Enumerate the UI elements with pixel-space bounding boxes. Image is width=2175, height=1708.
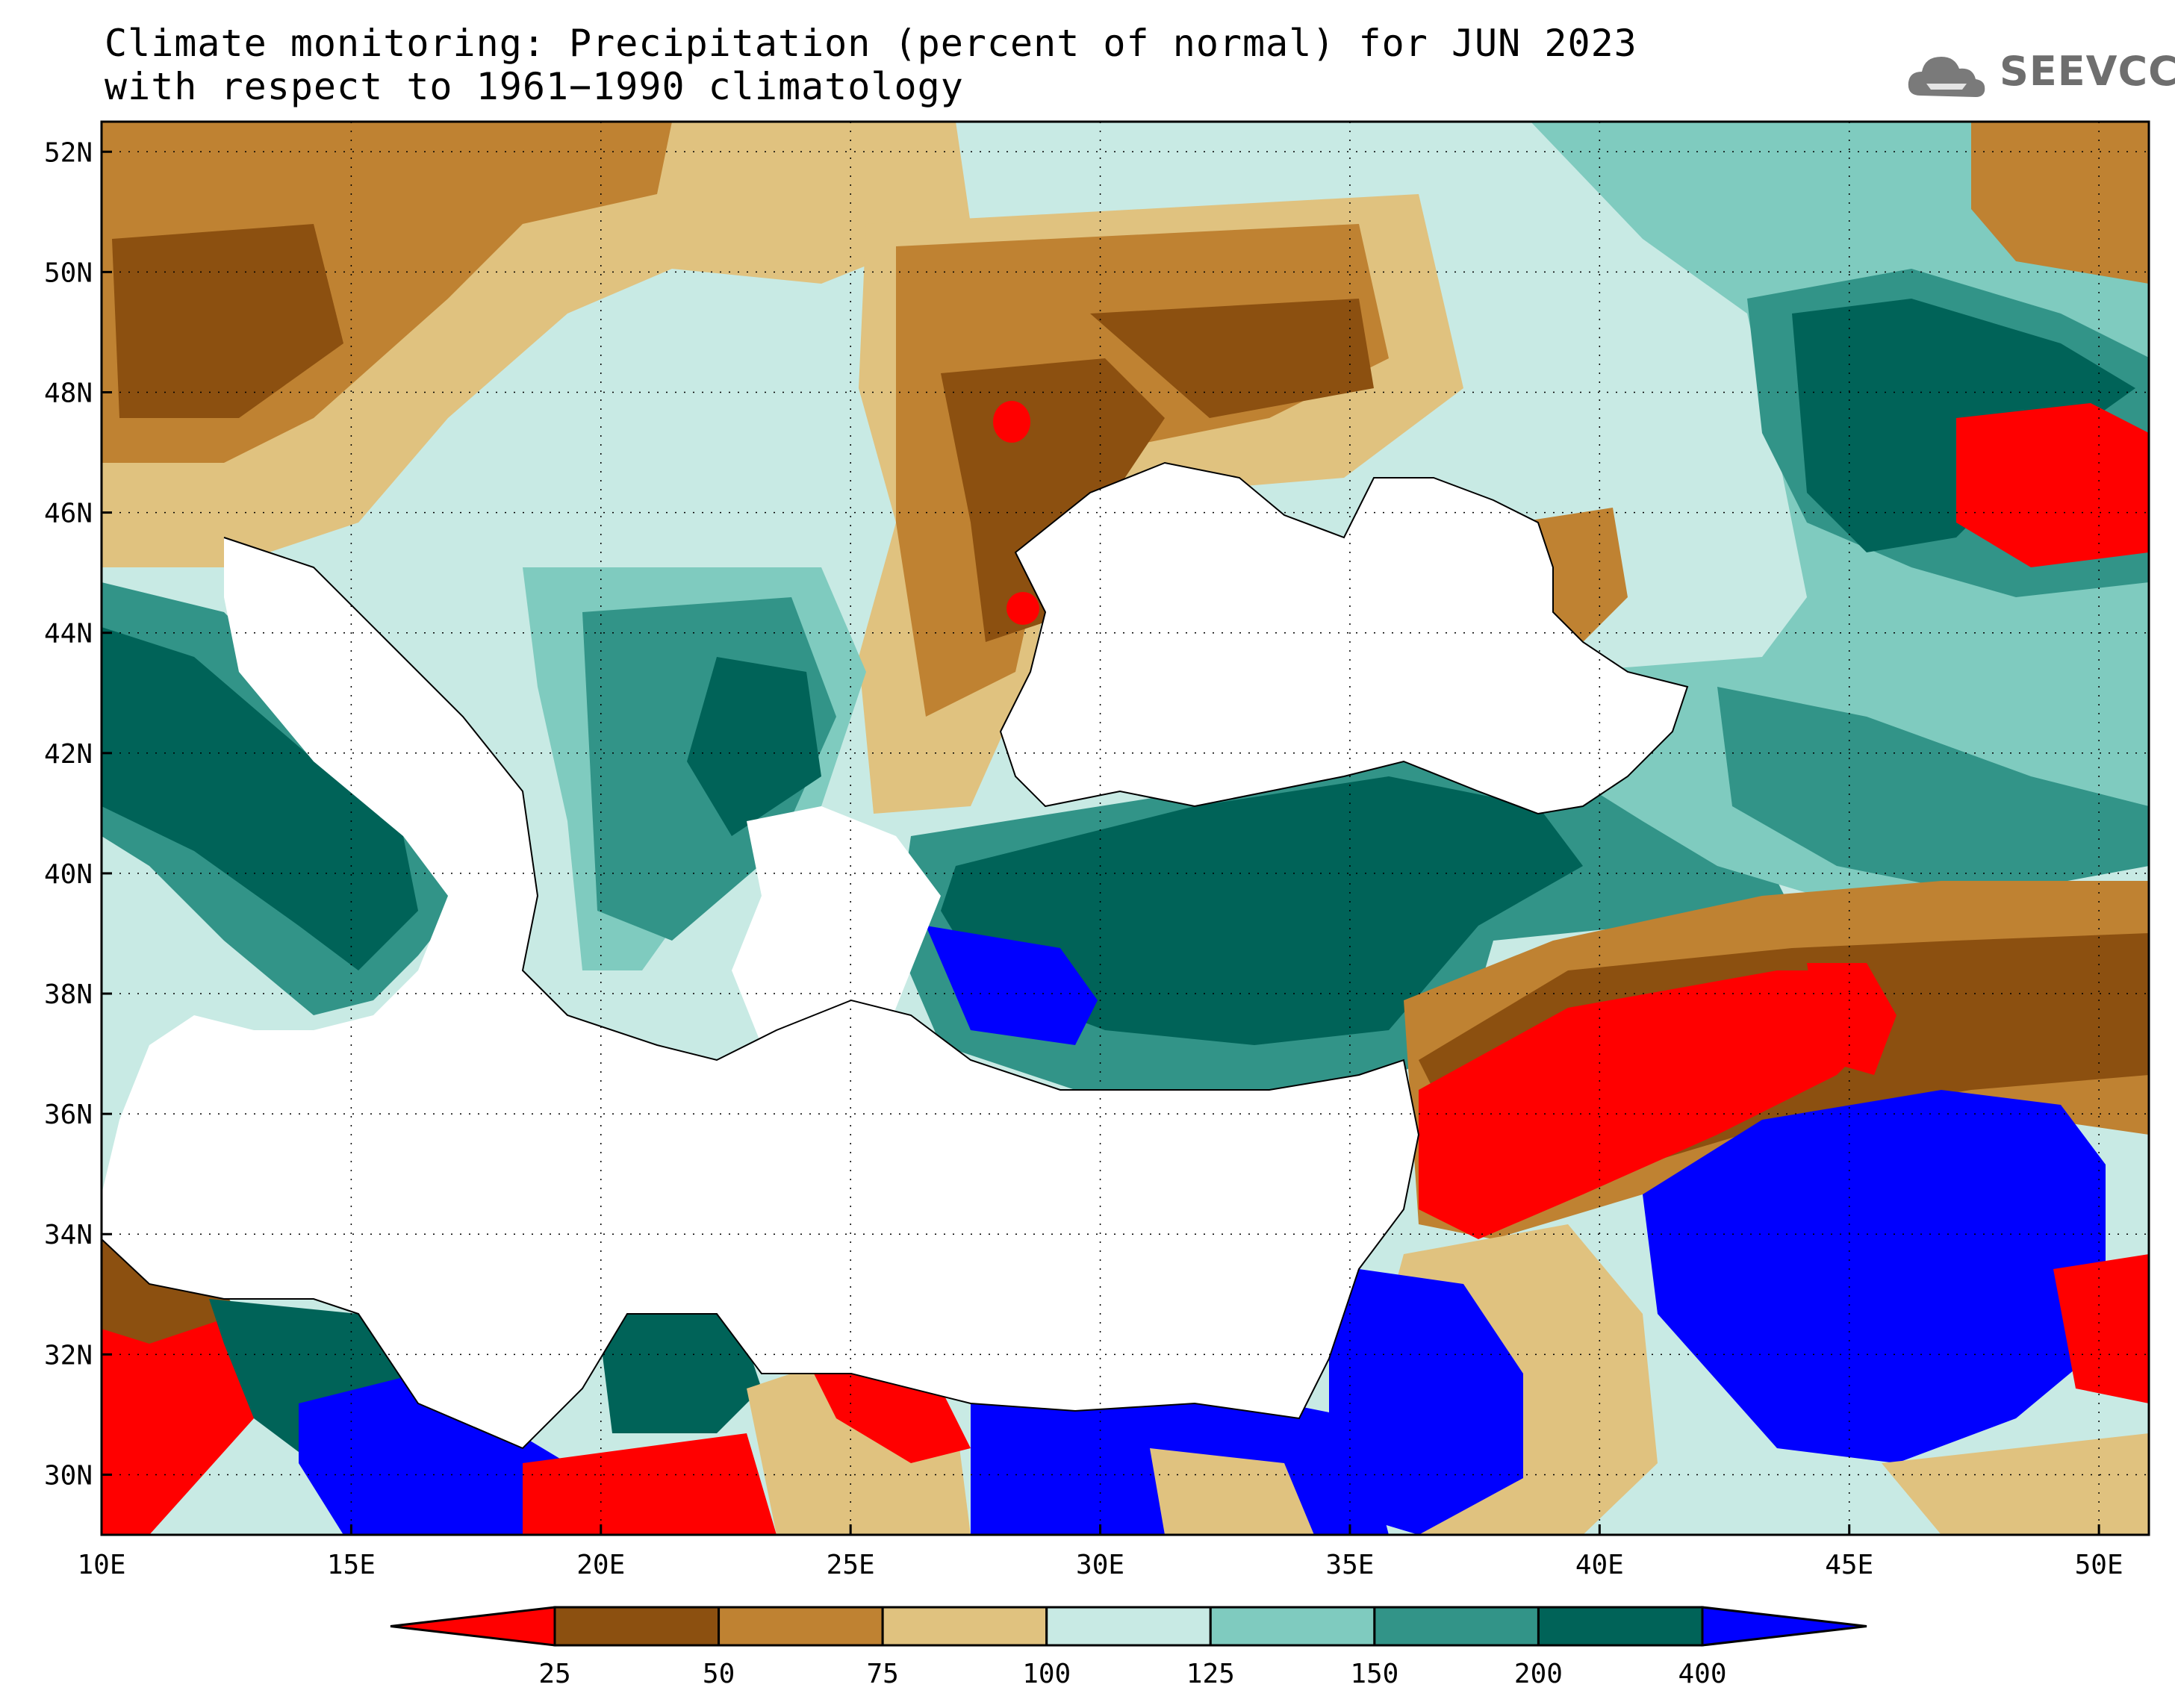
colorbar-break-label: 50 [703,1659,735,1689]
y-tick-label: 36N [44,1100,93,1130]
x-tick-label: 50E [2075,1550,2123,1580]
graticule [102,122,2149,1535]
x-tick-label: 25E [827,1550,875,1580]
colorbar-box [1045,1606,1212,1647]
y-tick-label: 44N [44,619,93,649]
x-tick-label: 35E [1325,1550,1374,1580]
colorbar-box [881,1606,1048,1647]
x-tick-label: 40E [1575,1550,1624,1580]
colorbar-box [718,1606,884,1647]
map-frame [100,120,2150,1536]
x-tick-label: 30E [1076,1550,1124,1580]
x-tick-label: 45E [1825,1550,1873,1580]
axis-ticks: 10E 15E 20E 25E 30E 35E 40E 45E 50E 30N 32N 34N 36N 3… [44,137,2123,1580]
x-tick-label: 10E [77,1550,125,1580]
colorbar-break-label: 100 [1022,1659,1071,1689]
colorbar-break-label: 125 [1186,1659,1235,1689]
y-tick-label: 46N [44,499,93,529]
colorbar-high-triangle [1701,1606,1867,1647]
x-tick-label: 15E [327,1550,376,1580]
colorbar-box [553,1606,721,1647]
colorbar-break-label: 75 [866,1659,898,1689]
y-tick-label: 52N [44,137,93,168]
colorbar-low-triangle [390,1606,556,1647]
colorbar-break-label: 25 [538,1659,570,1689]
y-tick-label: 32N [44,1340,93,1371]
y-tick-label: 38N [44,979,93,1010]
y-tick-label: 40N [44,859,93,890]
colorbar-box [1209,1606,1376,1647]
logo-text: SEEVCCC [2000,48,2175,95]
x-tick-label: 20E [576,1550,625,1580]
y-tick-label: 30N [44,1460,93,1491]
map-title-line-2: with respect to 1961−1990 climatology [105,65,964,108]
y-tick-label: 50N [44,258,93,288]
cloud-icon [1908,57,1985,97]
colorbar-box [1537,1606,1704,1647]
y-tick-label: 48N [44,378,93,408]
y-tick-label: 34N [44,1220,93,1250]
map-title-line-1: Climate monitoring: Precipitation (perce… [105,22,1637,65]
colorbar-break-label: 150 [1350,1659,1398,1689]
map-field [102,122,2149,1535]
colorbar-break-label: 200 [1514,1659,1563,1689]
colorbar-break-label: 400 [1678,1659,1726,1689]
colorbar-box [1373,1606,1540,1647]
y-tick-label: 42N [44,739,93,770]
